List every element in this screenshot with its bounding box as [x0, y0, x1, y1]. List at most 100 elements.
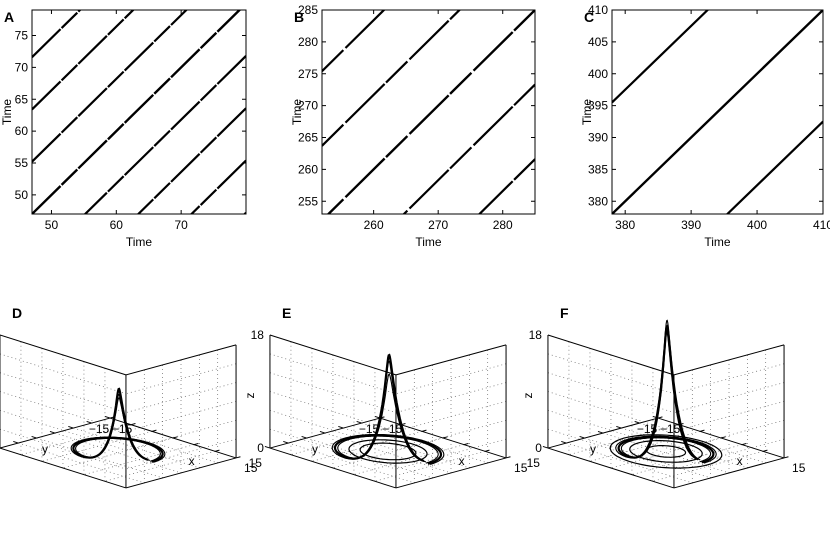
x-tick-label-e: 15 [514, 461, 528, 475]
floor-gridline-e [374, 450, 486, 482]
x-axis-label-f: x [737, 454, 743, 468]
x-tick-mark-e [505, 456, 511, 459]
xtick-label-b: 280 [493, 218, 513, 232]
xtick-label-c: 390 [681, 218, 701, 232]
recurrence-lines-b [322, 10, 535, 214]
ytick-label-b: 275 [298, 67, 318, 81]
x-axis-label-a: Time [126, 235, 153, 249]
x-tick-mark-e [400, 423, 406, 426]
attractor-f [609, 319, 723, 469]
x-tick-mark-f [783, 456, 789, 459]
wall-gridline-f [547, 372, 675, 413]
x-tick-mark-d [151, 429, 157, 432]
attractor-ring-e-0 [359, 442, 417, 461]
y-tick-mark-f [597, 430, 604, 434]
frame-edge-e [269, 334, 397, 376]
ytick-label-a: 70 [15, 60, 29, 74]
z-axis-label-f: z [521, 393, 535, 399]
xtick-label-b: 260 [364, 218, 384, 232]
xtick-label-b: 270 [428, 218, 448, 232]
ytick-label-b: 280 [298, 35, 318, 49]
frame-edge-d [0, 334, 127, 376]
panel-label-b: B [294, 9, 304, 25]
xtick-label-c: 400 [747, 218, 767, 232]
ytick-label-b: 260 [298, 162, 318, 176]
grid-e [269, 341, 507, 484]
x-tick-label-d: 15 [244, 461, 258, 475]
axes-frame-e [264, 334, 511, 489]
diagonal-line-a-7 [32, 10, 82, 58]
x-tick-mark-d [235, 456, 241, 459]
y-tick-label-f: −15 [637, 422, 658, 436]
frame-edge-e [269, 447, 397, 489]
y-axis-label-d: y [42, 442, 48, 456]
x-tick-label-f: 15 [792, 461, 806, 475]
z-tick-label-f: 0 [535, 441, 542, 455]
z-tick-label-e: 0 [257, 441, 264, 455]
x-tick-label-f: −15 [660, 422, 681, 436]
y-tick-mark-e [338, 425, 344, 429]
y-tick-mark-d [13, 440, 19, 444]
diagonal-line-b-3 [322, 10, 462, 147]
x-tick-mark-d [130, 423, 136, 426]
diagonal-line-a-6 [32, 10, 135, 111]
grid-d [0, 341, 237, 484]
ytick-label-b: 255 [298, 194, 318, 208]
x-tick-mark-e [379, 416, 385, 419]
xtick-label-c: 410 [813, 218, 830, 232]
x-tick-label-d: −15 [112, 422, 133, 436]
diagonal-line-c-2 [612, 10, 710, 104]
x-axis-label-e: x [459, 454, 465, 468]
z-tick-label-f: 18 [529, 328, 543, 342]
x-tick-mark-f [657, 416, 663, 419]
y-tick-mark-f [616, 425, 622, 429]
diagonal-line-b-4 [322, 10, 386, 72]
ytick-label-a: 60 [15, 124, 29, 138]
plot-frame-c [611, 9, 824, 215]
ytick-label-a: 55 [15, 156, 29, 170]
attractor-ring-e-1 [348, 439, 428, 464]
x-tick-mark-e [484, 449, 490, 452]
plot-frame-b [321, 9, 536, 215]
ytick-label-c: 405 [588, 35, 608, 49]
frame-edge-e [395, 344, 507, 376]
y-tick-mark-e [319, 430, 326, 434]
y-axis-label-a: Time [0, 99, 14, 126]
ytick-label-a: 75 [15, 29, 29, 43]
y-tick-mark-e [356, 420, 362, 424]
attractor-orbit-d-0 [72, 387, 164, 463]
y-tick-mark-e [374, 415, 381, 419]
y-tick-label-e: −15 [359, 422, 380, 436]
x-tick-mark-f [720, 436, 726, 439]
x-tick-mark-d [109, 416, 115, 419]
panel-label-d: D [12, 305, 22, 321]
x-tick-mark-f [741, 442, 747, 446]
diagonal-line-b-0 [477, 158, 535, 214]
frame-edge-d [125, 457, 237, 489]
ytick-label-a: 50 [15, 188, 29, 202]
frame-edge-f [673, 344, 785, 376]
y-tick-mark-f [634, 420, 640, 424]
y-axis-label-f: y [590, 442, 596, 456]
ytick-label-c: 410 [588, 3, 608, 17]
plot-frame-a [31, 9, 247, 215]
x-tick-mark-f [678, 423, 684, 426]
panel-label-c: C [584, 9, 594, 25]
z-axis-label-e: z [243, 393, 257, 399]
y-tick-label-d: −15 [89, 422, 110, 436]
x-tick-mark-d [214, 449, 220, 452]
x-tick-mark-f [762, 449, 768, 452]
frame-edge-d [0, 447, 127, 489]
floor-gridline-f [652, 450, 764, 482]
xtick-label-c: 380 [615, 218, 635, 232]
ytick-label-b: 265 [298, 131, 318, 145]
y-tick-mark-d [49, 430, 56, 434]
attractor-ring-f-1 [629, 440, 703, 463]
frame-edge-d [125, 344, 237, 376]
attractor-orbit-f-2 [615, 319, 717, 464]
frame-edge-f [547, 334, 675, 376]
y-axis-label-b: Time [290, 99, 304, 126]
panel-label-e: E [282, 305, 291, 321]
diagonal-line-a-2 [136, 107, 246, 214]
